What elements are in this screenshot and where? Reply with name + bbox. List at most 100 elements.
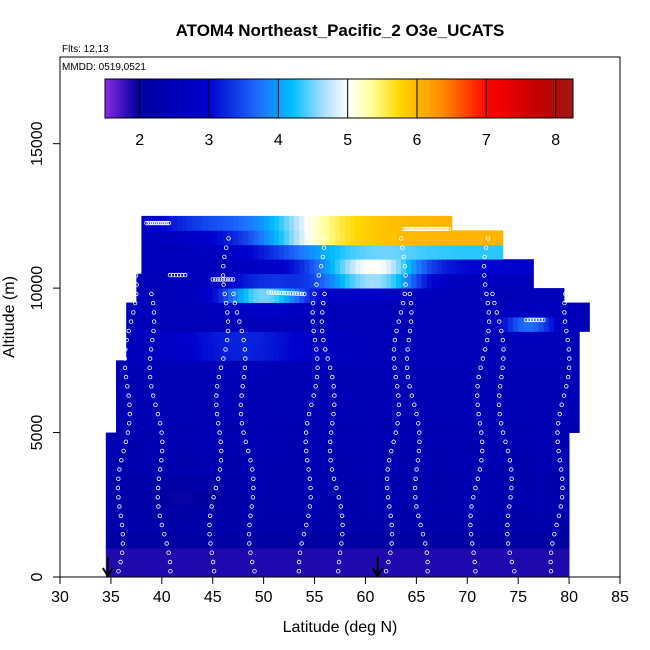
heatmap-cell bbox=[324, 504, 331, 520]
heatmap-cell bbox=[222, 317, 229, 332]
flight-point bbox=[221, 282, 226, 287]
heatmap-cell bbox=[126, 403, 132, 419]
flight-point bbox=[218, 365, 224, 370]
flight-point bbox=[508, 495, 513, 500]
heatmap-cell bbox=[426, 475, 433, 491]
heatmap-cell bbox=[380, 490, 387, 506]
heatmap-cell bbox=[518, 533, 524, 549]
heatmap-cell bbox=[233, 504, 239, 520]
heatmap-cell bbox=[406, 562, 412, 578]
heatmap-cell bbox=[243, 504, 249, 520]
heatmap-cell bbox=[370, 418, 377, 433]
heatmap-cell bbox=[497, 244, 504, 260]
flight-point bbox=[218, 277, 223, 282]
heatmap-cell bbox=[360, 331, 366, 347]
heatmap-cell bbox=[116, 533, 122, 549]
flight-point bbox=[406, 337, 411, 343]
heatmap-cell bbox=[462, 432, 468, 448]
heatmap-cell bbox=[192, 461, 198, 477]
heatmap-cell bbox=[161, 259, 168, 275]
heatmap-cell bbox=[253, 259, 259, 275]
flight-point bbox=[396, 402, 402, 407]
heatmap-cell bbox=[345, 317, 351, 332]
heatmap-cell bbox=[482, 403, 489, 419]
heatmap-cell bbox=[350, 317, 356, 332]
flight-point bbox=[132, 300, 138, 306]
heatmap-cell bbox=[314, 475, 321, 491]
heatmap-cell bbox=[426, 490, 433, 506]
flight-point bbox=[323, 347, 328, 352]
heatmap-cell bbox=[401, 360, 407, 376]
heatmap-cell bbox=[365, 418, 371, 433]
heatmap-cell bbox=[528, 273, 534, 289]
heatmap-cell bbox=[146, 331, 153, 347]
dates-label: MMDD: 0519,0521 bbox=[62, 62, 146, 73]
colorbar-tick-label-3: 3 bbox=[205, 132, 214, 149]
heatmap-cell bbox=[340, 230, 346, 246]
heatmap-cell bbox=[294, 259, 300, 275]
heatmap-cell bbox=[548, 374, 555, 390]
heatmap-cell bbox=[166, 288, 173, 303]
heatmap-cell bbox=[329, 519, 336, 535]
heatmap-cell bbox=[151, 461, 158, 477]
heatmap-cell bbox=[131, 447, 137, 462]
heatmap-cell bbox=[121, 504, 127, 520]
heatmap-cell bbox=[177, 519, 183, 535]
heatmap-cell bbox=[467, 374, 473, 390]
heatmap-cell bbox=[329, 533, 336, 549]
flight-point bbox=[222, 291, 227, 297]
heatmap-cell bbox=[202, 302, 209, 318]
heatmap-cell bbox=[156, 461, 163, 477]
heatmap-cell bbox=[172, 288, 178, 303]
heatmap-cell bbox=[258, 461, 265, 477]
flights-label: Flts: 12,13 bbox=[62, 44, 109, 55]
heatmap-cell bbox=[492, 504, 499, 520]
heatmap-cell bbox=[273, 403, 280, 419]
flight-point bbox=[168, 569, 173, 574]
heatmap-cell bbox=[487, 389, 494, 405]
heatmap-cell bbox=[258, 490, 265, 506]
heatmap-cell bbox=[462, 403, 468, 419]
heatmap-cell bbox=[345, 519, 351, 535]
heatmap-cell bbox=[482, 504, 489, 520]
heatmap-cell bbox=[406, 259, 412, 275]
heatmap-cell bbox=[212, 504, 219, 520]
flight-point bbox=[532, 317, 538, 323]
flight-point bbox=[119, 458, 124, 463]
heatmap-cell bbox=[487, 374, 494, 390]
heatmap-cell bbox=[441, 519, 448, 535]
heatmap-cell bbox=[431, 533, 438, 549]
heatmap-cell bbox=[217, 461, 224, 477]
heatmap-cell bbox=[416, 215, 422, 231]
heatmap-cell bbox=[126, 519, 132, 535]
heatmap-cell bbox=[304, 562, 310, 578]
heatmap-cell bbox=[233, 244, 239, 260]
heatmap-cell bbox=[452, 475, 458, 491]
heatmap-cell bbox=[564, 562, 570, 578]
flight-point bbox=[386, 559, 391, 565]
heatmap-cell bbox=[324, 403, 331, 419]
heatmap-cell bbox=[253, 447, 259, 462]
heatmap-cell bbox=[263, 504, 270, 520]
flight-point bbox=[115, 485, 121, 491]
heatmap-cell bbox=[329, 432, 336, 448]
heatmap-cell bbox=[477, 562, 483, 578]
heatmap-cell bbox=[406, 244, 412, 260]
heatmap-cell bbox=[238, 244, 244, 260]
heatmap-cell bbox=[243, 244, 249, 260]
heatmap-cell bbox=[482, 533, 489, 549]
heatmap-cell bbox=[558, 432, 565, 448]
heatmap-cell bbox=[161, 331, 168, 347]
flight-point bbox=[388, 550, 393, 555]
heatmap-cell bbox=[513, 389, 519, 405]
flight-point bbox=[405, 374, 411, 380]
heatmap-cell bbox=[294, 432, 300, 448]
heatmap-cell bbox=[477, 519, 483, 535]
flight-point bbox=[214, 393, 219, 398]
heatmap-cell bbox=[375, 360, 382, 376]
heatmap-cell bbox=[110, 461, 117, 477]
heatmap-cell bbox=[126, 302, 132, 318]
heatmap-cell bbox=[207, 259, 214, 275]
x-tick-label-35: 35 bbox=[102, 589, 120, 606]
flight-point bbox=[320, 254, 326, 260]
